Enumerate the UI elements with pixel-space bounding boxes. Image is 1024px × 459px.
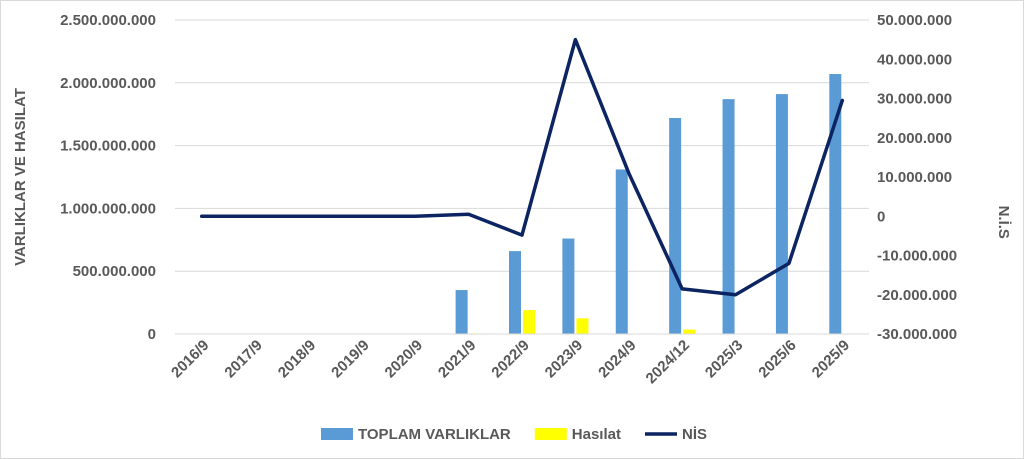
bar — [576, 318, 589, 334]
bar — [615, 169, 628, 334]
bar — [562, 238, 575, 334]
y-left-axis-title: VARLIKLAR VE HASILAT — [12, 88, 29, 266]
y-right-tick-label: -20.000.000 — [877, 287, 957, 304]
x-tick-label: 2024/12 — [643, 337, 693, 387]
y-left-tick-label: 1.000.000.000 — [60, 200, 156, 217]
legend-swatch — [534, 428, 567, 440]
y-left-tick-label: 2.000.000.000 — [60, 75, 156, 92]
y-right-tick-label: 20.000.000 — [877, 130, 952, 147]
y-right-tick-label: 50.000.000 — [877, 12, 952, 29]
x-tick-label: 2017/9 — [221, 337, 265, 381]
y-right-tick-label: 0 — [877, 208, 885, 225]
y-right-tick-label: 30.000.000 — [877, 91, 952, 108]
x-tick-label: 2019/9 — [328, 337, 372, 381]
x-tick-label: 2024/9 — [595, 337, 639, 381]
legend-label: NİS — [682, 426, 707, 443]
bar — [455, 290, 468, 334]
bar — [775, 94, 788, 334]
y-left-tick-label: 1.500.000.000 — [60, 138, 156, 155]
legend-swatch — [321, 428, 353, 440]
bar — [669, 117, 682, 334]
x-tick-label: 2025/6 — [755, 337, 799, 381]
bar — [683, 329, 696, 334]
y-right-tick-label: 40.000.000 — [877, 51, 952, 68]
x-tick-label: 2025/9 — [809, 337, 853, 381]
x-tick-label: 2021/9 — [435, 337, 479, 381]
bar — [509, 251, 521, 334]
y-right-tick-label: 10.000.000 — [877, 169, 952, 186]
x-tick-label: 2023/9 — [542, 337, 586, 381]
x-tick-label: 2022/9 — [488, 337, 532, 381]
legend-label: Hasılat — [572, 426, 621, 443]
y-left-tick-label: 2.500.000.000 — [60, 12, 156, 29]
bar — [722, 99, 735, 335]
x-tick-label: 2016/9 — [168, 337, 212, 381]
bar — [523, 310, 535, 334]
x-tick-label: 2018/9 — [275, 337, 319, 381]
y-left-tick-label: 500.000.000 — [73, 263, 156, 280]
y-left-tick-label: 0 — [148, 326, 156, 343]
series-line — [199, 37, 845, 297]
bar — [829, 74, 842, 335]
y-right-tick-label: -30.000.000 — [877, 326, 957, 343]
y-right-axis-title: N.İ.S — [995, 206, 1012, 239]
legend-label: TOPLAM VARLIKLAR — [358, 426, 511, 443]
y-right-tick-label: -10.000.000 — [877, 248, 957, 265]
x-tick-label: 2025/3 — [702, 337, 746, 381]
x-tick-label: 2020/9 — [382, 337, 426, 381]
